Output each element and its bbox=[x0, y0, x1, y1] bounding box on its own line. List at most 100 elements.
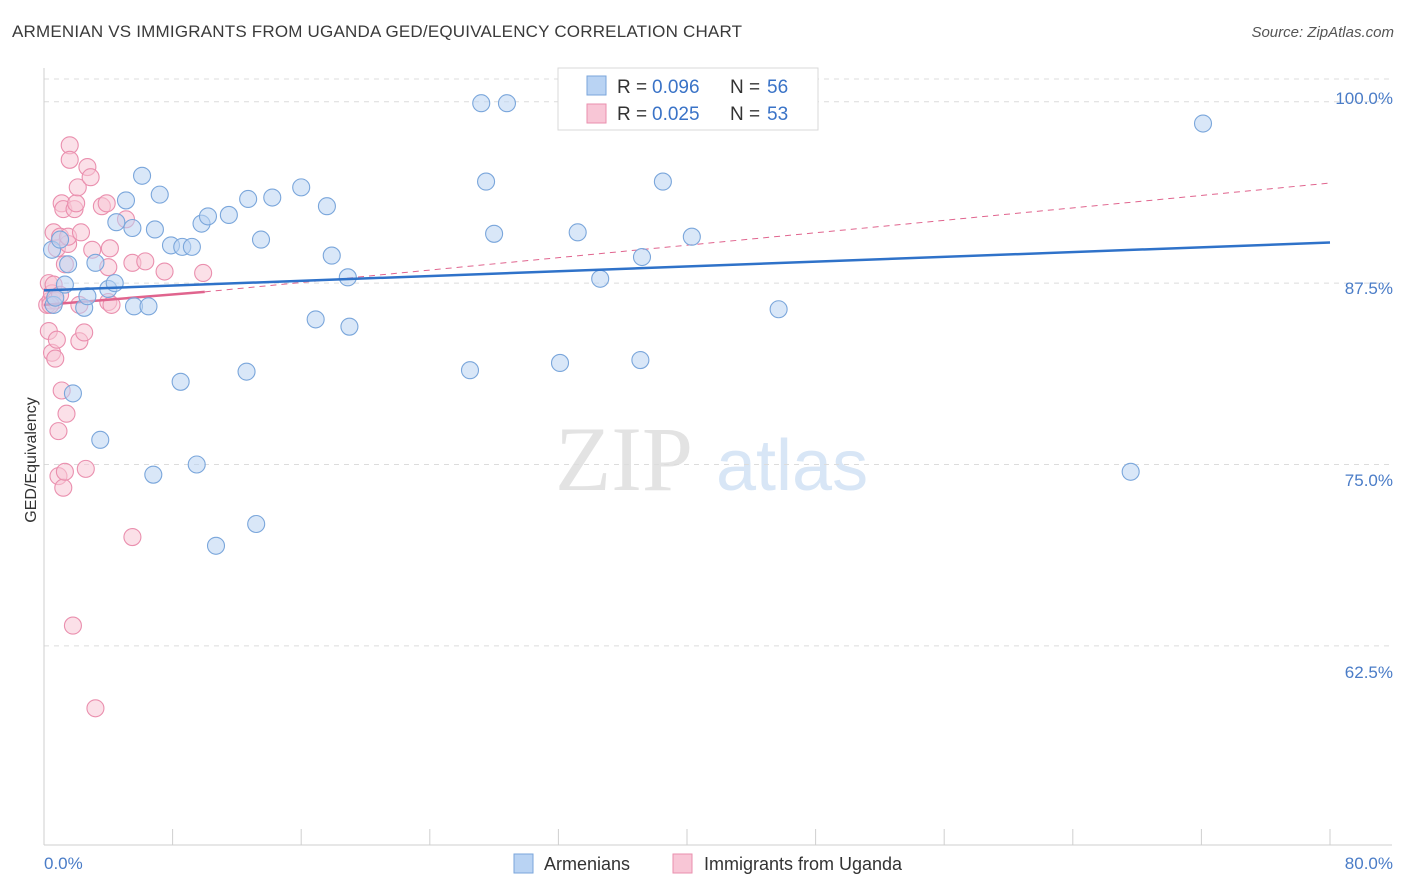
point-armenians-32 bbox=[239, 189, 258, 209]
point-armenians-43 bbox=[472, 94, 491, 113]
watermark-atlas: atlas bbox=[716, 426, 868, 506]
point-armenians-53 bbox=[682, 227, 701, 246]
y-tick-label-75: 75.0% bbox=[1345, 471, 1393, 490]
y-tick-label-100: 100.0% bbox=[1335, 89, 1393, 108]
point-armenians-52 bbox=[653, 172, 672, 191]
stats-n-label-armenians: N = bbox=[730, 77, 765, 98]
stats-r-label-uganda: R = bbox=[617, 104, 652, 125]
x-tick-label-min: 0.0% bbox=[44, 854, 83, 873]
stats-r-label-armenians: R = bbox=[617, 77, 652, 98]
point-armenians-15 bbox=[123, 218, 142, 238]
point-uganda-49 bbox=[136, 252, 155, 271]
point-armenians-48 bbox=[568, 223, 587, 242]
point-armenians-20 bbox=[145, 220, 164, 239]
point-armenians-39 bbox=[322, 246, 341, 265]
point-armenians-3 bbox=[51, 230, 70, 249]
point-armenians-31 bbox=[237, 362, 256, 381]
legend-swatch-armenians bbox=[513, 853, 534, 874]
stats-n-value-armenians: 56 bbox=[767, 77, 788, 98]
point-uganda-12 bbox=[49, 422, 68, 441]
stats-n-value-uganda: 53 bbox=[767, 104, 788, 125]
chart-title: ARMENIAN VS IMMIGRANTS FROM UGANDA GED/E… bbox=[12, 22, 743, 41]
grid-lines bbox=[44, 78, 1392, 647]
stats-r-value-uganda: 0.025 bbox=[652, 104, 700, 125]
point-armenians-17 bbox=[133, 166, 152, 185]
point-uganda-29 bbox=[67, 194, 86, 213]
point-armenians-35 bbox=[263, 188, 282, 207]
point-uganda-11 bbox=[47, 330, 66, 349]
point-armenians-42 bbox=[460, 361, 480, 380]
point-armenians-44 bbox=[477, 172, 496, 191]
point-armenians-30 bbox=[219, 205, 238, 224]
point-armenians-21 bbox=[150, 185, 169, 204]
stats-legend: R = 0.096 N = 56 R = 0.025 N = 53 bbox=[557, 67, 819, 131]
point-uganda-50 bbox=[155, 262, 174, 281]
point-armenians-51 bbox=[632, 247, 652, 267]
point-uganda-41 bbox=[97, 194, 116, 213]
point-armenians-9 bbox=[86, 253, 105, 272]
point-armenians-6 bbox=[63, 384, 82, 403]
point-uganda-48 bbox=[123, 528, 142, 547]
point-uganda-27 bbox=[63, 616, 82, 635]
stats-legend-swatch-armenians bbox=[586, 75, 607, 96]
point-armenians-18 bbox=[139, 297, 158, 316]
point-armenians-14 bbox=[116, 191, 136, 210]
point-armenians-36 bbox=[292, 178, 311, 197]
point-armenians-49 bbox=[591, 269, 610, 288]
point-armenians-45 bbox=[497, 94, 517, 113]
legend-swatch-uganda bbox=[672, 853, 693, 874]
point-armenians-29 bbox=[206, 536, 226, 555]
point-armenians-33 bbox=[247, 514, 266, 534]
point-uganda-44 bbox=[100, 239, 119, 258]
stats-r-value-armenians: 0.096 bbox=[652, 77, 700, 98]
axes bbox=[43, 68, 1392, 846]
point-uganda-33 bbox=[71, 223, 91, 242]
point-armenians-23 bbox=[171, 372, 190, 391]
source-label: Source: ZipAtlas.com bbox=[1251, 24, 1394, 41]
y-axis-label: GED/Equivalency bbox=[23, 397, 40, 522]
point-uganda-22 bbox=[57, 404, 76, 423]
trendline-armenians bbox=[43, 241, 1331, 292]
point-uganda-51 bbox=[194, 263, 213, 283]
trendline-uganda-extension bbox=[204, 182, 1331, 293]
point-armenians-41 bbox=[340, 317, 359, 336]
y-tick-label-87-5: 87.5% bbox=[1345, 279, 1393, 298]
point-armenians-34 bbox=[251, 230, 271, 249]
y-tick-label-62-5: 62.5% bbox=[1345, 663, 1393, 682]
legend-label-armenians: Armenians bbox=[544, 854, 630, 874]
point-uganda-26 bbox=[60, 150, 79, 169]
point-uganda-37 bbox=[81, 168, 100, 187]
point-armenians-50 bbox=[631, 350, 650, 370]
point-armenians-54 bbox=[769, 300, 788, 319]
point-uganda-35 bbox=[76, 459, 95, 478]
stats-n-label-uganda: N = bbox=[730, 104, 765, 125]
point-uganda-20 bbox=[55, 462, 74, 481]
point-armenians-55 bbox=[1121, 462, 1140, 481]
point-armenians-28 bbox=[198, 207, 218, 226]
point-armenians-25 bbox=[182, 237, 201, 256]
point-uganda-34 bbox=[75, 323, 94, 342]
point-armenians-26 bbox=[187, 455, 206, 474]
legend-label-uganda: Immigrants from Uganda bbox=[704, 854, 903, 874]
trend-lines bbox=[204, 182, 1331, 293]
series-armenians-points bbox=[42, 94, 1331, 555]
stats-legend-swatch-uganda bbox=[586, 103, 607, 124]
x-tick-label-max: 80.0% bbox=[1345, 854, 1393, 873]
trendline-uganda bbox=[43, 290, 205, 307]
point-uganda-30 bbox=[68, 178, 87, 197]
point-uganda-8 bbox=[46, 349, 65, 368]
point-armenians-10 bbox=[91, 430, 110, 449]
point-armenians-46 bbox=[485, 224, 504, 243]
point-armenians-5 bbox=[59, 255, 78, 274]
point-armenians-13 bbox=[107, 213, 126, 232]
point-armenians-56 bbox=[1193, 114, 1213, 133]
point-armenians-37 bbox=[306, 310, 325, 329]
point-uganda-39 bbox=[86, 699, 105, 718]
bottom-legend: Armenians Immigrants from Uganda bbox=[513, 853, 903, 874]
point-uganda-18 bbox=[54, 478, 73, 497]
point-armenians-47 bbox=[550, 353, 570, 372]
watermark-zip: ZIP bbox=[555, 408, 693, 510]
point-armenians-38 bbox=[317, 197, 336, 216]
point-armenians-40 bbox=[338, 268, 357, 287]
